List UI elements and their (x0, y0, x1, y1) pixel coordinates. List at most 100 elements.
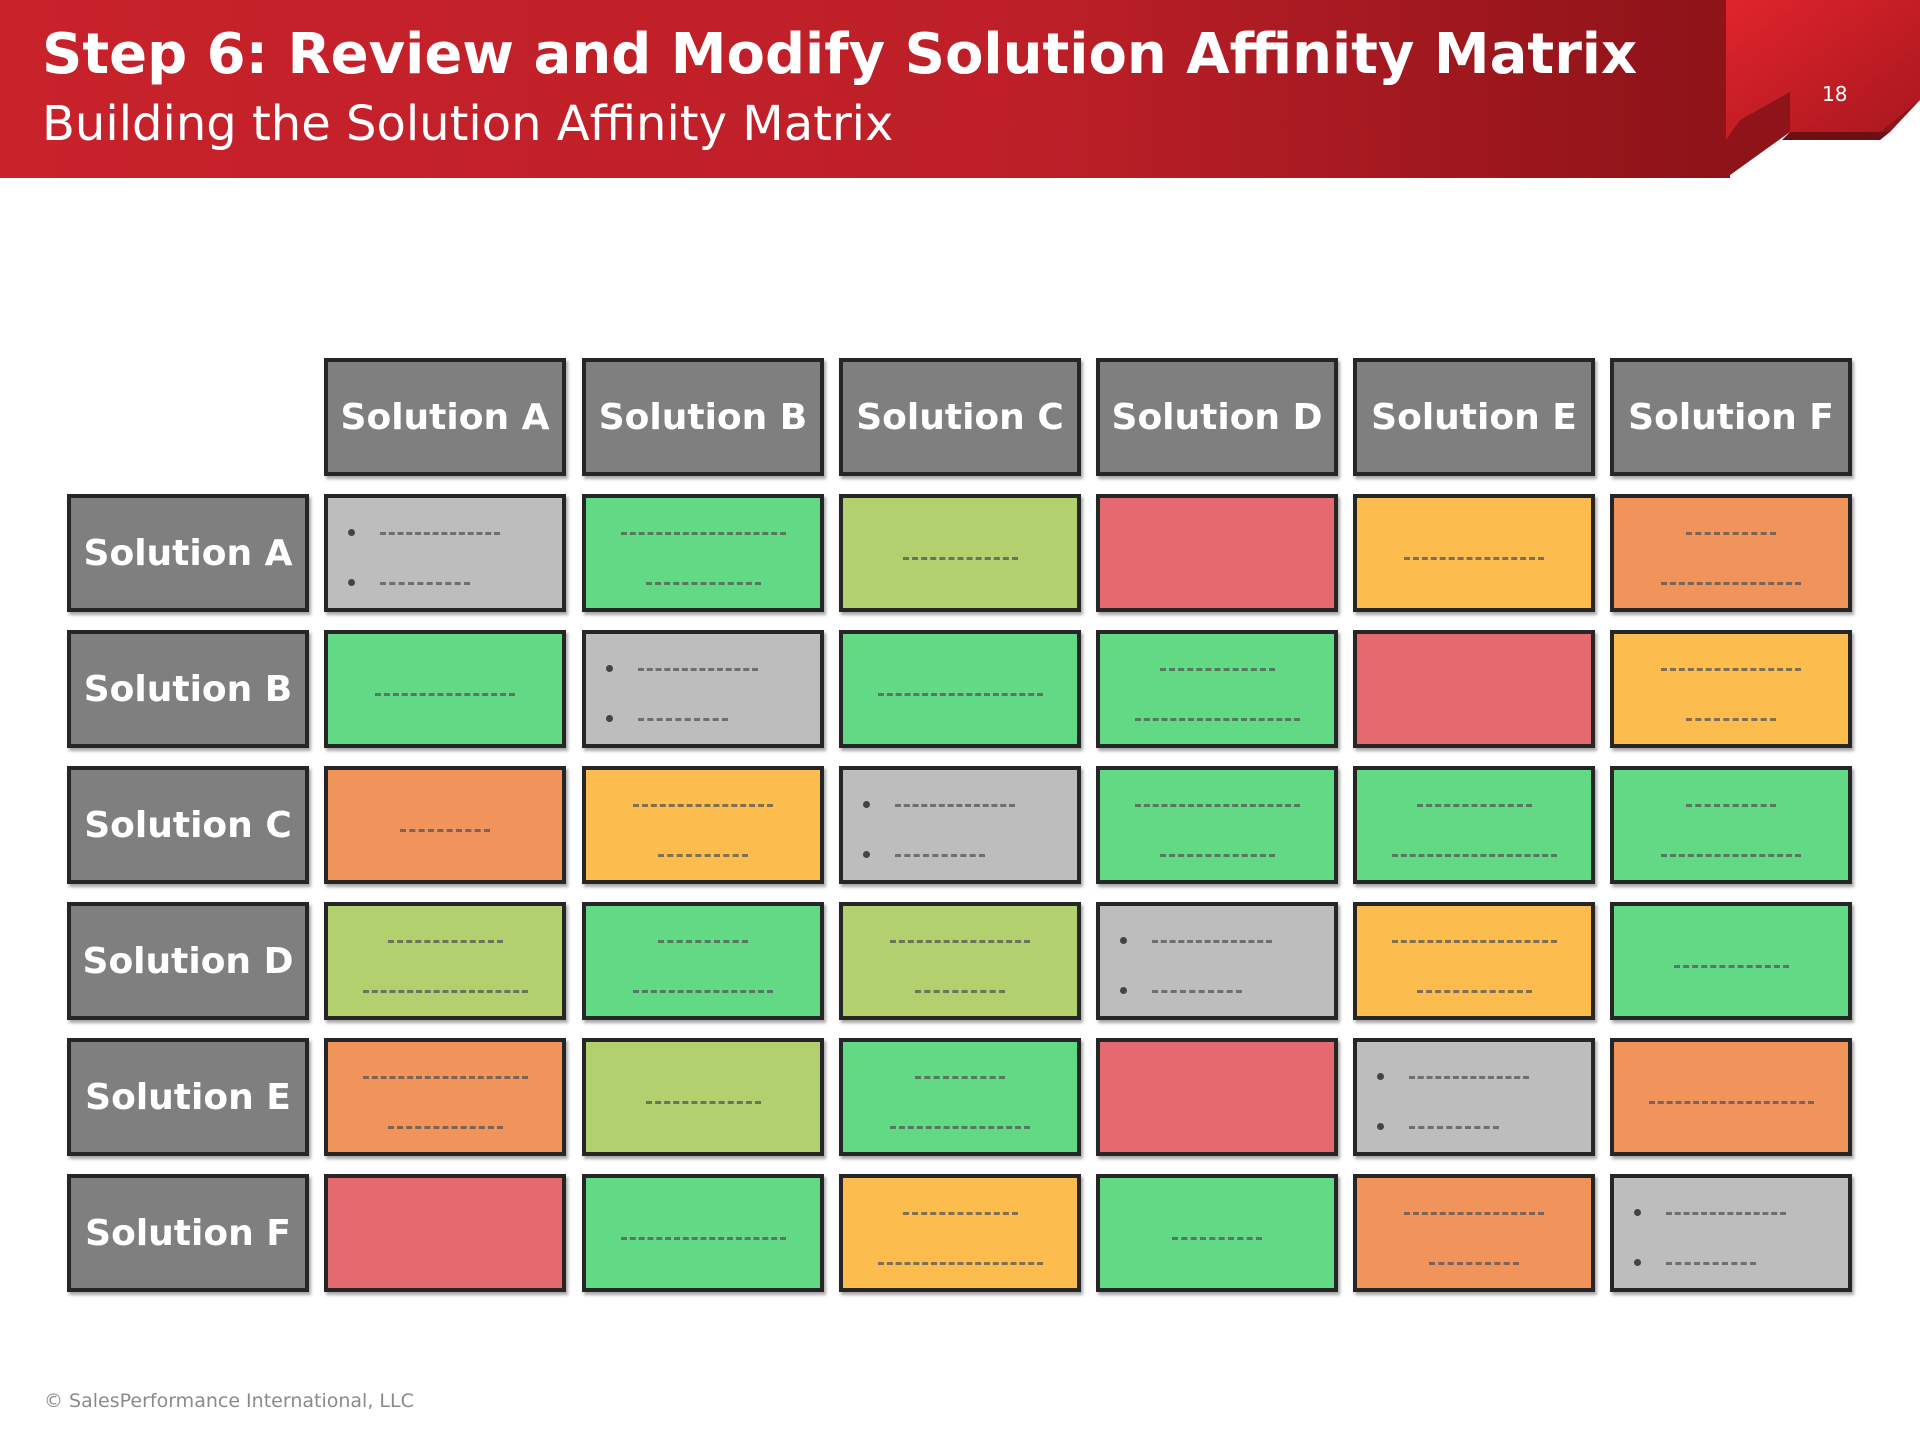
matrix-cell-r1-c3[interactable] (839, 494, 1081, 612)
matrix-cell-r2-c1[interactable] (324, 630, 566, 748)
bullet-icon (863, 851, 870, 858)
placeholder-text (658, 854, 748, 857)
placeholder-text (1159, 854, 1275, 857)
placeholder-text (638, 668, 758, 671)
matrix-cell-r3-c2[interactable] (582, 766, 824, 884)
placeholder-text (1404, 557, 1544, 560)
placeholder-text (362, 1076, 528, 1079)
matrix-cell-r6-c4[interactable] (1096, 1174, 1338, 1292)
column-header-6: Solution F (1610, 358, 1852, 476)
page-title: Step 6: Review and Modify Solution Affin… (42, 22, 1638, 87)
matrix-cell-r1-c5[interactable] (1353, 494, 1595, 612)
placeholder-text (400, 829, 490, 832)
matrix-cell-r3-c1[interactable] (324, 766, 566, 884)
placeholder-text (1152, 990, 1242, 993)
bullet-icon (1120, 937, 1127, 944)
matrix-cell-r2-c6[interactable] (1610, 630, 1852, 748)
matrix-cell-r2-c3[interactable] (839, 630, 1081, 748)
placeholder-text (387, 940, 503, 943)
row-header-4: Solution D (67, 902, 309, 1020)
matrix-cell-r6-c1[interactable] (324, 1174, 566, 1292)
banner-background (0, 0, 1920, 178)
placeholder-text (1429, 1262, 1519, 1265)
matrix-cell-r6-c2[interactable] (582, 1174, 824, 1292)
placeholder-text (1661, 582, 1801, 585)
matrix-cell-r3-c6[interactable] (1610, 766, 1852, 884)
row-header-2: Solution B (67, 630, 309, 748)
placeholder-text (380, 582, 470, 585)
matrix-cell-r2-c2[interactable] (582, 630, 824, 748)
column-header-1: Solution A (324, 358, 566, 476)
matrix-cell-r3-c5[interactable] (1353, 766, 1595, 884)
matrix-cell-r6-c6[interactable] (1610, 1174, 1852, 1292)
matrix-cell-r5-c2[interactable] (582, 1038, 824, 1156)
placeholder-text (380, 532, 500, 535)
bullet-icon (1377, 1073, 1384, 1080)
bullet-icon (348, 579, 355, 586)
row-header-6: Solution F (67, 1174, 309, 1292)
placeholder-text (877, 693, 1043, 696)
bullet-icon (606, 715, 613, 722)
placeholder-text (1686, 804, 1776, 807)
placeholder-text (1416, 990, 1532, 993)
matrix-cell-r1-c4[interactable] (1096, 494, 1338, 612)
matrix-cell-r6-c3[interactable] (839, 1174, 1081, 1292)
matrix-cell-r4-c1[interactable] (324, 902, 566, 1020)
placeholder-text (902, 557, 1018, 560)
placeholder-text (1409, 1076, 1529, 1079)
placeholder-text (1673, 965, 1789, 968)
placeholder-text (375, 693, 515, 696)
matrix-cell-r5-c3[interactable] (839, 1038, 1081, 1156)
matrix-cell-r3-c3[interactable] (839, 766, 1081, 884)
placeholder-text (638, 718, 728, 721)
matrix-cell-r6-c5[interactable] (1353, 1174, 1595, 1292)
placeholder-text (620, 532, 786, 535)
row-header-3: Solution C (67, 766, 309, 884)
placeholder-text (902, 1212, 1018, 1215)
placeholder-text (362, 990, 528, 993)
placeholder-text (1134, 718, 1300, 721)
placeholder-text (1134, 804, 1300, 807)
placeholder-text (890, 940, 1030, 943)
placeholder-text (1159, 668, 1275, 671)
placeholder-text (895, 804, 1015, 807)
matrix-cell-r5-c1[interactable] (324, 1038, 566, 1156)
matrix-cell-r4-c5[interactable] (1353, 902, 1595, 1020)
matrix-cell-r1-c2[interactable] (582, 494, 824, 612)
matrix-cell-r5-c5[interactable] (1353, 1038, 1595, 1156)
matrix-cell-r1-c1[interactable] (324, 494, 566, 612)
placeholder-text (658, 940, 748, 943)
page-subtitle: Building the Solution Affinity Matrix (42, 96, 894, 152)
placeholder-text (877, 1262, 1043, 1265)
column-header-5: Solution E (1353, 358, 1595, 476)
bullet-icon (1634, 1259, 1641, 1266)
placeholder-text (1666, 1212, 1786, 1215)
placeholder-text (387, 1126, 503, 1129)
title-banner: Step 6: Review and Modify Solution Affin… (0, 0, 1920, 180)
bullet-icon (1634, 1209, 1641, 1216)
placeholder-text (620, 1237, 786, 1240)
placeholder-text (1152, 940, 1272, 943)
placeholder-text (1686, 718, 1776, 721)
placeholder-text (915, 1076, 1005, 1079)
matrix-cell-r4-c2[interactable] (582, 902, 824, 1020)
bullet-icon (863, 801, 870, 808)
matrix-cell-r1-c6[interactable] (1610, 494, 1852, 612)
bullet-icon (606, 665, 613, 672)
matrix-cell-r3-c4[interactable] (1096, 766, 1338, 884)
matrix-cell-r4-c3[interactable] (839, 902, 1081, 1020)
matrix-cell-r5-c4[interactable] (1096, 1038, 1338, 1156)
placeholder-text (1666, 1262, 1756, 1265)
placeholder-text (1416, 804, 1532, 807)
matrix-cell-r2-c5[interactable] (1353, 630, 1595, 748)
placeholder-text (1172, 1237, 1262, 1240)
placeholder-text (1648, 1101, 1814, 1104)
matrix-cell-r5-c6[interactable] (1610, 1038, 1852, 1156)
matrix-cell-r4-c6[interactable] (1610, 902, 1852, 1020)
page-number: 18 (1822, 82, 1848, 106)
placeholder-text (633, 804, 773, 807)
matrix-cell-r2-c4[interactable] (1096, 630, 1338, 748)
matrix-cell-r4-c4[interactable] (1096, 902, 1338, 1020)
placeholder-text (1661, 668, 1801, 671)
